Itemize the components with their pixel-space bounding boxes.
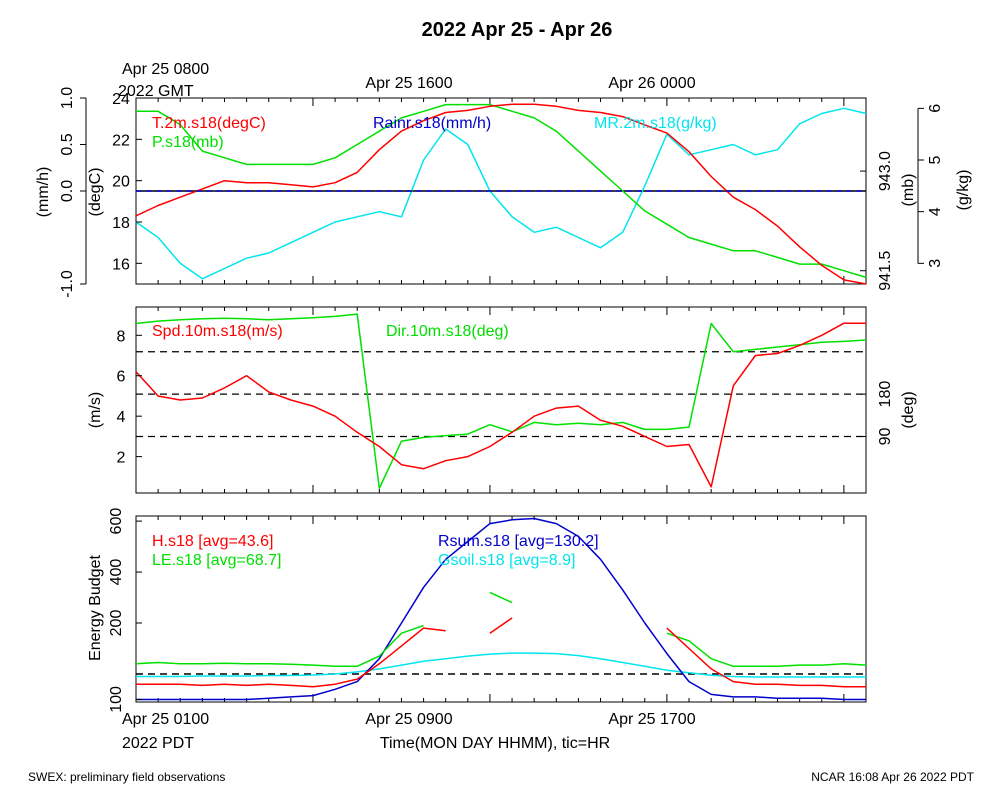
energy-tick-label: 200 xyxy=(108,610,125,637)
energy-axis-label: Energy Budget xyxy=(87,555,104,661)
bottom-axis-start-line1: Apr 25 0100 xyxy=(122,711,209,728)
temp-tick-label: 20 xyxy=(112,174,130,191)
pres-tick-label: 941.5 xyxy=(877,251,894,291)
legend-h: H.s18 [avg=43.6] xyxy=(152,533,273,550)
figure-title: 2022 Apr 25 - Apr 26 xyxy=(422,19,613,41)
bottom-axis-tick2: Apr 25 1700 xyxy=(608,711,695,728)
legend-le: LE.s18 [avg=68.7] xyxy=(152,552,281,569)
series-h-line xyxy=(136,617,866,688)
legend-rsum: Rsum.s18 [avg=130.2] xyxy=(438,533,599,550)
spd-tick-label: 2 xyxy=(117,450,126,467)
temp-tick-label: 16 xyxy=(112,256,130,273)
series-gsoil-line xyxy=(136,652,866,678)
rain-axis-label: (mm/h) xyxy=(35,167,52,218)
series-p-line xyxy=(136,103,867,279)
dir-axis-label: (deg) xyxy=(900,391,917,428)
energy-tick-label: 600 xyxy=(108,508,125,535)
panel2-frame xyxy=(135,306,867,494)
energy-tick-label: 400 xyxy=(108,559,125,586)
legend-pressure: P.s18(mb) xyxy=(152,134,224,151)
footer-right: NCAR 16:08 Apr 26 2022 PDT xyxy=(811,770,974,784)
legend-mr: MR.2m.s18(g/kg) xyxy=(594,115,717,132)
mr-tick-label: 6 xyxy=(927,104,944,113)
bottom-axis-start-line2: 2022 PDT xyxy=(122,735,194,752)
top-axis-tick2: Apr 26 0000 xyxy=(608,75,695,92)
energy-tick-label: 100 xyxy=(108,686,125,713)
panel-temperature-pressure: (mm/h) (degC) 24 22 20 18 16 1.0 0.5 0.0 -1.0 (m… xyxy=(35,87,972,298)
rain-tick-label: -1.0 xyxy=(59,270,76,298)
legend-rain: Rainr.s18(mm/h) xyxy=(373,115,491,132)
dir-tick-label: 180 xyxy=(877,381,894,408)
dir-tick-label: 90 xyxy=(877,427,894,445)
mr-tick-label: 4 xyxy=(927,207,944,216)
series-le-line xyxy=(135,591,867,668)
rain-tick-label: 0.5 xyxy=(59,133,76,155)
legend-temp: T.2m.s18(degC) xyxy=(152,115,266,132)
spd-tick-label: 8 xyxy=(117,328,126,345)
rain-tick-label: 0.0 xyxy=(59,180,76,202)
spd-tick-label: 6 xyxy=(117,369,126,386)
mr-tick-label: 5 xyxy=(927,155,944,164)
temp-tick-label: 18 xyxy=(112,215,130,232)
bottom-axis-tick1: Apr 25 0900 xyxy=(365,711,452,728)
mr-axis-label: (g/kg) xyxy=(955,170,972,211)
rain-tick-label: 1.0 xyxy=(59,87,76,109)
pres-tick-label: 943.0 xyxy=(877,151,894,191)
series-t-line xyxy=(135,103,867,285)
legend-speed: Spd.10m.s18(m/s) xyxy=(152,323,283,340)
top-axis-tick1: Apr 25 1600 xyxy=(365,75,452,92)
series-rsum-line xyxy=(136,517,866,701)
legend-gsoil: Gsoil.s18 [avg=8.9] xyxy=(438,552,575,569)
series-mr-line xyxy=(135,107,867,280)
legend-direction: Dir.10m.s18(deg) xyxy=(386,323,509,340)
pres-axis-label: (mb) xyxy=(900,174,917,207)
temp-axis-label: (degC) xyxy=(87,168,104,217)
spd-tick-label: 4 xyxy=(117,409,126,426)
top-axis-start-line2: 2022 GMT xyxy=(118,83,194,100)
temp-tick-label: 22 xyxy=(112,132,130,149)
x-axis-label: Time(MON DAY HHMM), tic=HR xyxy=(380,735,610,752)
temp-tick-label: 24 xyxy=(112,91,130,108)
series-dir-line xyxy=(135,313,867,490)
top-axis-start-line1: Apr 25 0800 xyxy=(122,61,209,78)
panel-energy-budget: Energy Budget 600 400 200 100 H.s18 [avg=43… xyxy=(87,508,867,713)
mr-tick-label: 3 xyxy=(927,259,944,268)
footer-left: SWEX: preliminary field observations xyxy=(28,770,225,784)
series-spd-line xyxy=(135,322,866,488)
spd-axis-label: (m/s) xyxy=(87,392,104,428)
panel3-frame xyxy=(135,515,867,703)
